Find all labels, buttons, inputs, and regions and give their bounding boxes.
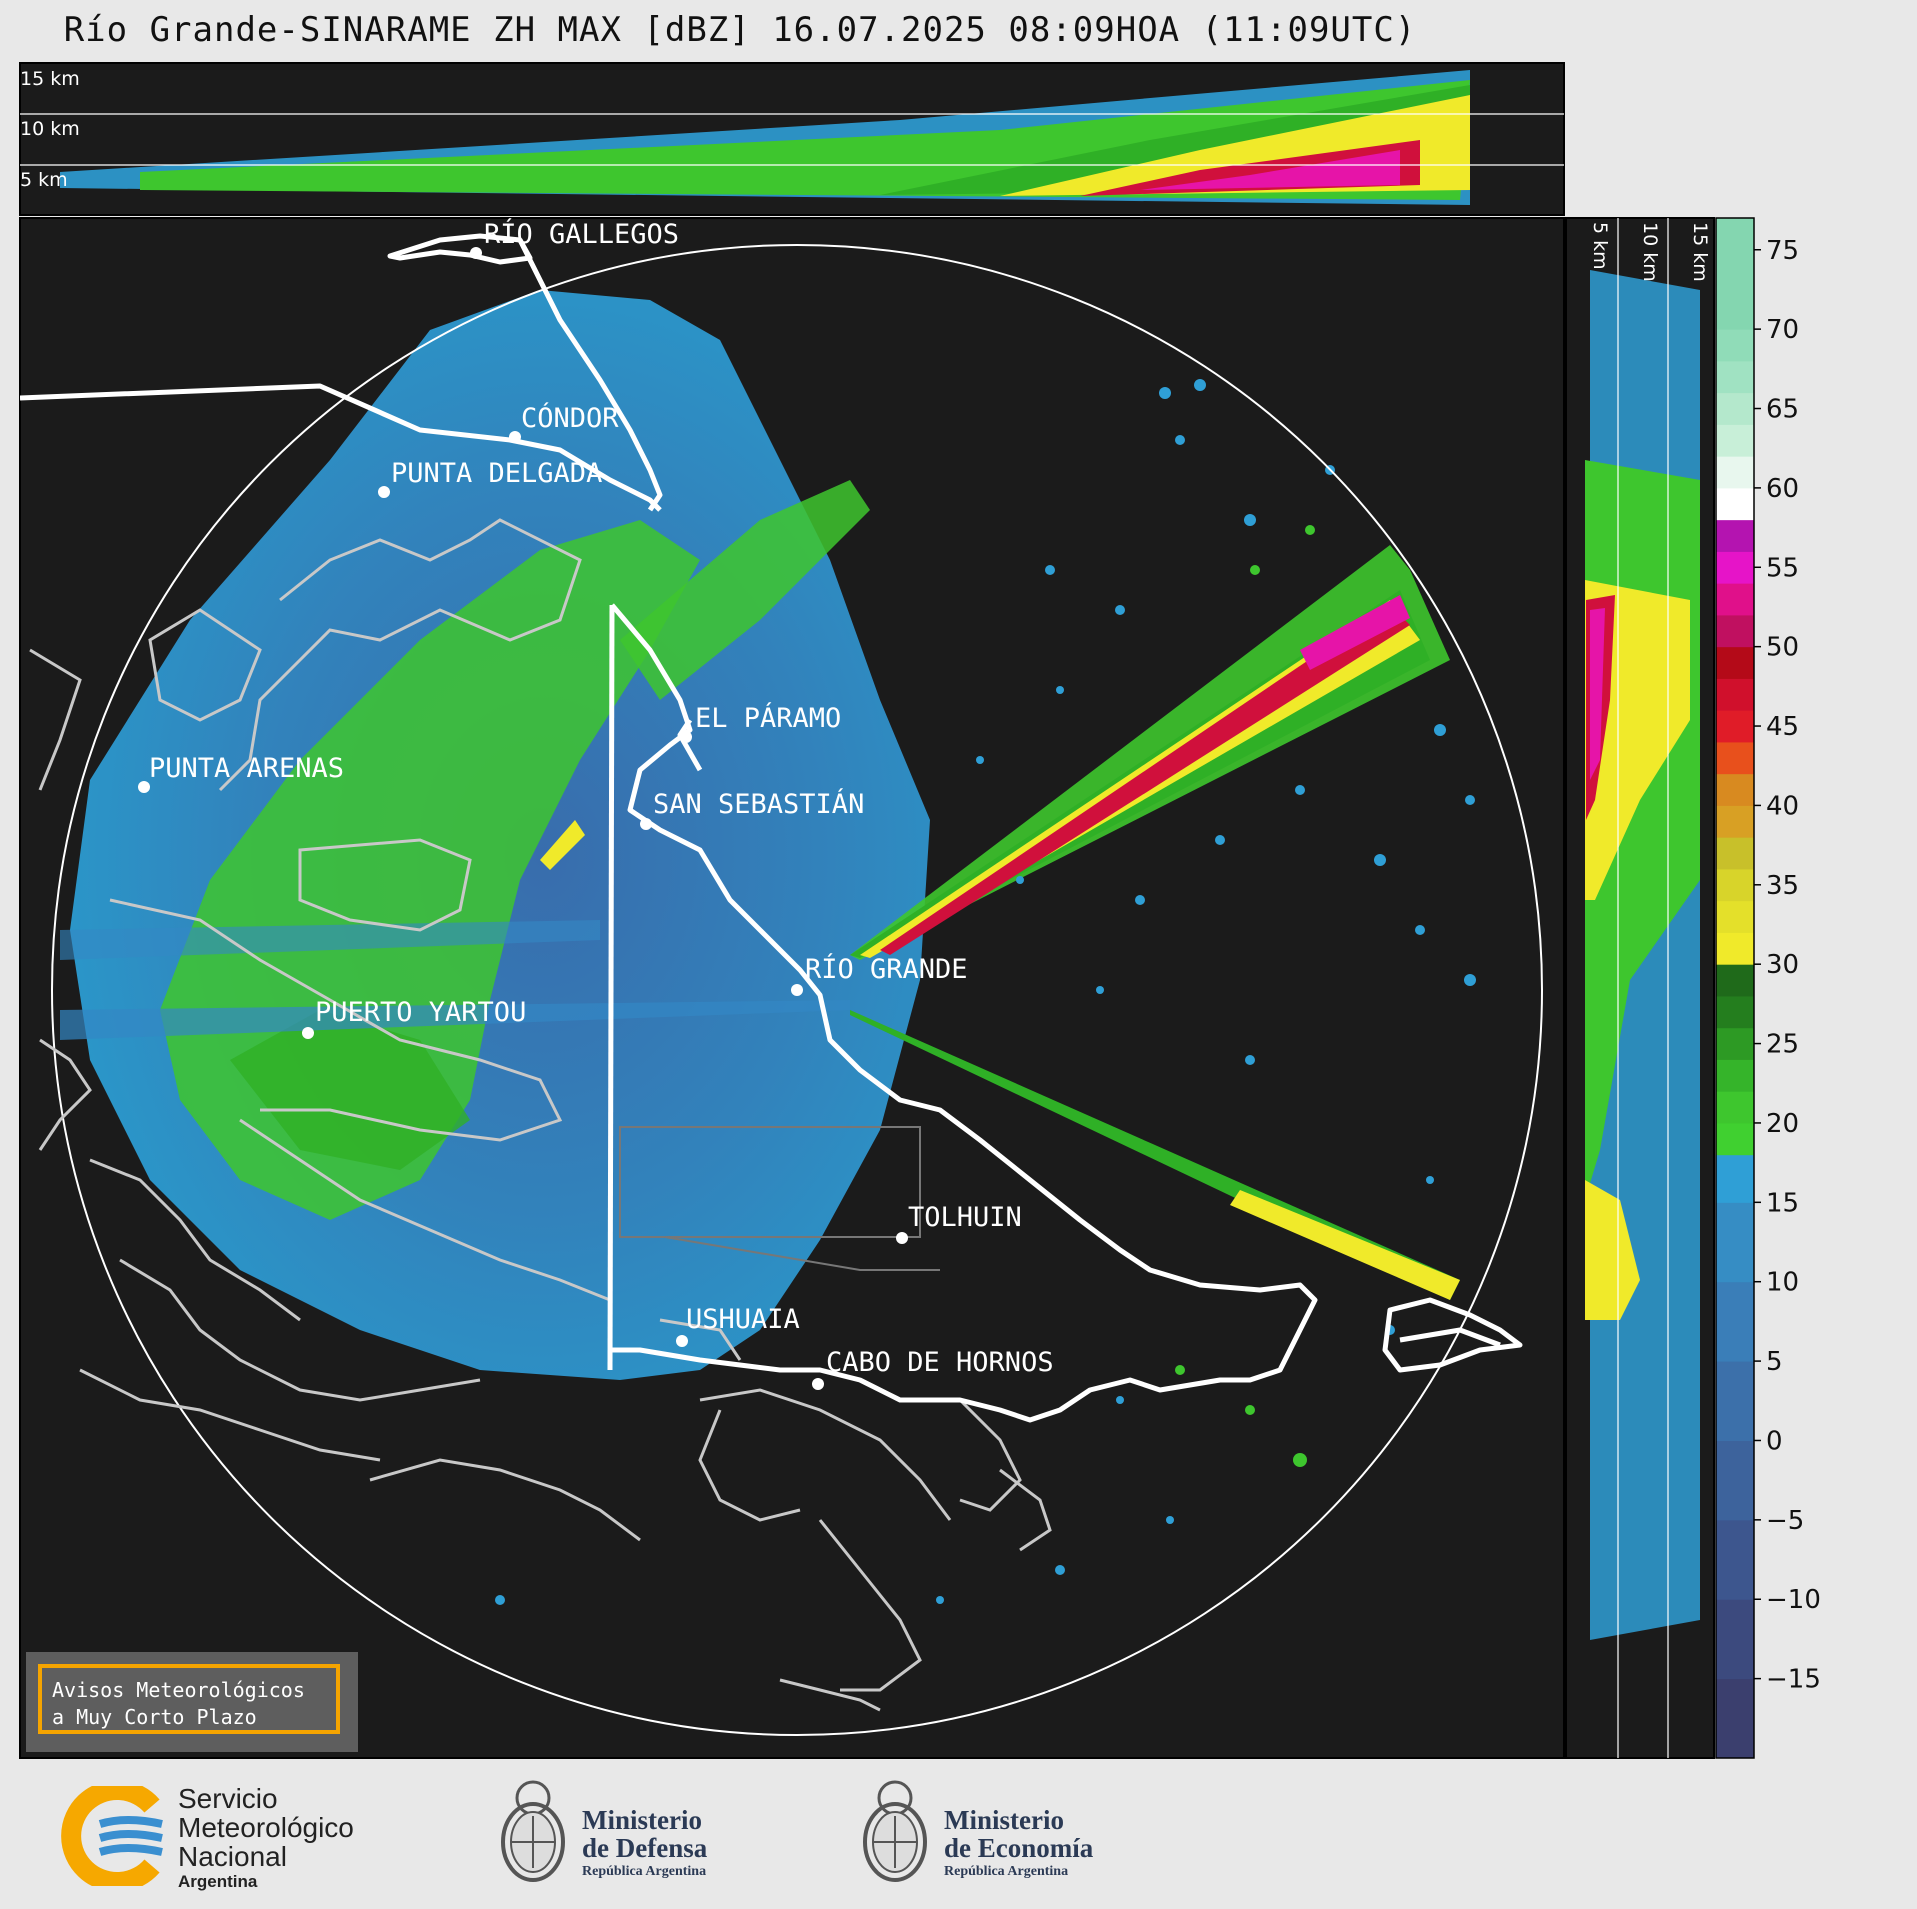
colorbar-segment — [1716, 900, 1754, 933]
colorbar-tick-label: 45 — [1766, 712, 1799, 742]
colorbar-segment — [1716, 392, 1754, 425]
colorbar-tick-label: 40 — [1766, 791, 1799, 821]
top-height-label-15: 15 km — [20, 68, 80, 90]
colorbar-segments — [1716, 218, 1754, 1759]
place-label-punta-arenas: PUNTA ARENAS — [149, 753, 344, 784]
place-markers — [138, 247, 908, 1390]
top-height-label-10: 10 km — [20, 118, 80, 140]
colorbar-tick-label: 30 — [1766, 950, 1799, 980]
colorbar-segment — [1716, 868, 1754, 902]
ministerio-defensa-name: Ministerio de Defensa República Argentin… — [582, 1805, 708, 1879]
badge-line-1: Avisos Meteorológicos — [52, 1678, 305, 1702]
colorbar-segment — [1716, 1154, 1754, 1203]
smn-name: Servicio Meteorológico Nacional Argentin… — [178, 1783, 354, 1891]
colorbar-segment — [1716, 964, 1754, 997]
colorbar-tick-label: 70 — [1766, 315, 1799, 345]
colorbar-segment — [1716, 519, 1754, 552]
range-ring — [51, 244, 1543, 1736]
page-title: Río Grande-SINARAME ZH MAX [dBZ] 16.07.2… — [63, 10, 1417, 50]
colorbar-tick-label: 50 — [1766, 633, 1799, 663]
colorbar-tick-label: −5 — [1766, 1506, 1804, 1536]
right-height-panel: 5 km 10 km 15 km — [1565, 217, 1715, 1759]
colorbar-segment — [1716, 837, 1754, 870]
right-height-label-15: 15 km — [1689, 222, 1711, 282]
place-label-cabo-de-hornos: CABO DE HORNOS — [826, 1347, 1054, 1378]
colorbar-segment — [1716, 1027, 1754, 1060]
right-height-label-10: 10 km — [1639, 222, 1661, 282]
right-height-label-5: 5 km — [1589, 222, 1611, 270]
colorbar-segment — [1716, 487, 1754, 521]
radar-map: RÍO GALLEGOS CÓNDOR PUNTA DELGADA PUNTA … — [19, 217, 1565, 1759]
place-label-tolhuin: TOLHUIN — [908, 1202, 1022, 1233]
colorbar-segment — [1716, 1091, 1754, 1124]
place-label-rio-gallegos: RÍO GALLEGOS — [484, 218, 679, 250]
colorbar-segment — [1716, 360, 1754, 394]
colorbar-segment — [1716, 678, 1754, 711]
coastline-chile — [29, 518, 1052, 1712]
colorbar-segment — [1716, 456, 1754, 489]
colorbar-segment — [1716, 805, 1754, 838]
badge-line-2: a Muy Corto Plazo — [52, 1705, 257, 1729]
colorbar-tick-label: 10 — [1766, 1268, 1799, 1298]
colorbar-tick-label: 15 — [1766, 1188, 1799, 1218]
colorbar-segment — [1716, 1519, 1754, 1600]
colorbar-segment — [1716, 741, 1754, 775]
colorbar-segment — [1716, 1122, 1754, 1156]
colorbar-segment — [1716, 1440, 1754, 1521]
coat-of-arms-defensa-icon — [501, 1780, 565, 1882]
colorbar-segment — [1716, 551, 1754, 584]
ministerio-economia-name: Ministerio de Economía República Argenti… — [944, 1805, 1094, 1879]
colorbar-segment — [1716, 1361, 1754, 1441]
beam-southeast — [850, 1010, 1460, 1300]
nowcasting-badge-text: Avisos Meteorológicos a Muy Corto Plazo — [38, 1664, 340, 1734]
place-label-san-sebastian: SAN SEBASTIÁN — [653, 788, 864, 820]
colorbar-segment — [1716, 424, 1754, 457]
colorbar-segment — [1716, 1599, 1754, 1680]
colorbar-tick-label: 25 — [1766, 1030, 1799, 1060]
place-label-ushuaia: USHUAIA — [686, 1304, 800, 1335]
scattered-cells — [495, 379, 1476, 1605]
colorbar-tick-label: 60 — [1766, 474, 1799, 504]
colorbar-segment — [1716, 646, 1754, 679]
colorbar-tick-label: 35 — [1766, 871, 1799, 901]
colorbar-tick-label: 55 — [1766, 553, 1799, 583]
place-label-punta-delgada: PUNTA DELGADA — [391, 458, 602, 489]
colorbar-segment — [1716, 1202, 1754, 1283]
colorbar-segment — [1716, 583, 1754, 616]
place-label-el-paramo: EL PÁRAMO — [695, 702, 841, 734]
place-label-rio-grande: RÍO GRANDE — [805, 953, 968, 985]
beam-east-northeast — [850, 545, 1450, 960]
coat-of-arms-economia-icon — [863, 1780, 927, 1882]
colorbar-tick-label: 65 — [1766, 395, 1799, 425]
colorbar-segment — [1716, 218, 1754, 330]
colorbar-tick-label: 0 — [1766, 1426, 1783, 1456]
colorbar-tick-label: −15 — [1766, 1665, 1821, 1695]
top-height-label-5: 5 km — [20, 169, 68, 191]
colorbar-tick-label: 75 — [1766, 236, 1799, 266]
top-height-panel: 15 km 10 km 5 km — [19, 62, 1565, 216]
colorbar-tick-label: 20 — [1766, 1109, 1799, 1139]
colorbar-segment — [1716, 710, 1754, 743]
colorbar-segment — [1716, 329, 1754, 362]
place-label-condor: CÓNDOR — [521, 402, 619, 434]
smn-logo-icon — [61, 1786, 163, 1886]
colorbar-segment — [1716, 614, 1754, 648]
nowcasting-badge: Avisos Meteorológicos a Muy Corto Plazo — [26, 1652, 358, 1752]
colorbar-tick-label: 5 — [1766, 1347, 1783, 1377]
colorbar-segment — [1716, 1678, 1754, 1759]
colorbar-segment — [1716, 995, 1754, 1029]
colorbar-tick-label: −10 — [1766, 1585, 1821, 1615]
colorbar-segment — [1716, 773, 1754, 806]
place-label-puerto-yartou: PUERTO YARTOU — [315, 997, 526, 1028]
colorbar-segment — [1716, 932, 1754, 965]
coastline-argentina — [20, 233, 1523, 1423]
colorbar-segment — [1716, 1059, 1754, 1092]
colorbar-segment — [1716, 1281, 1754, 1362]
